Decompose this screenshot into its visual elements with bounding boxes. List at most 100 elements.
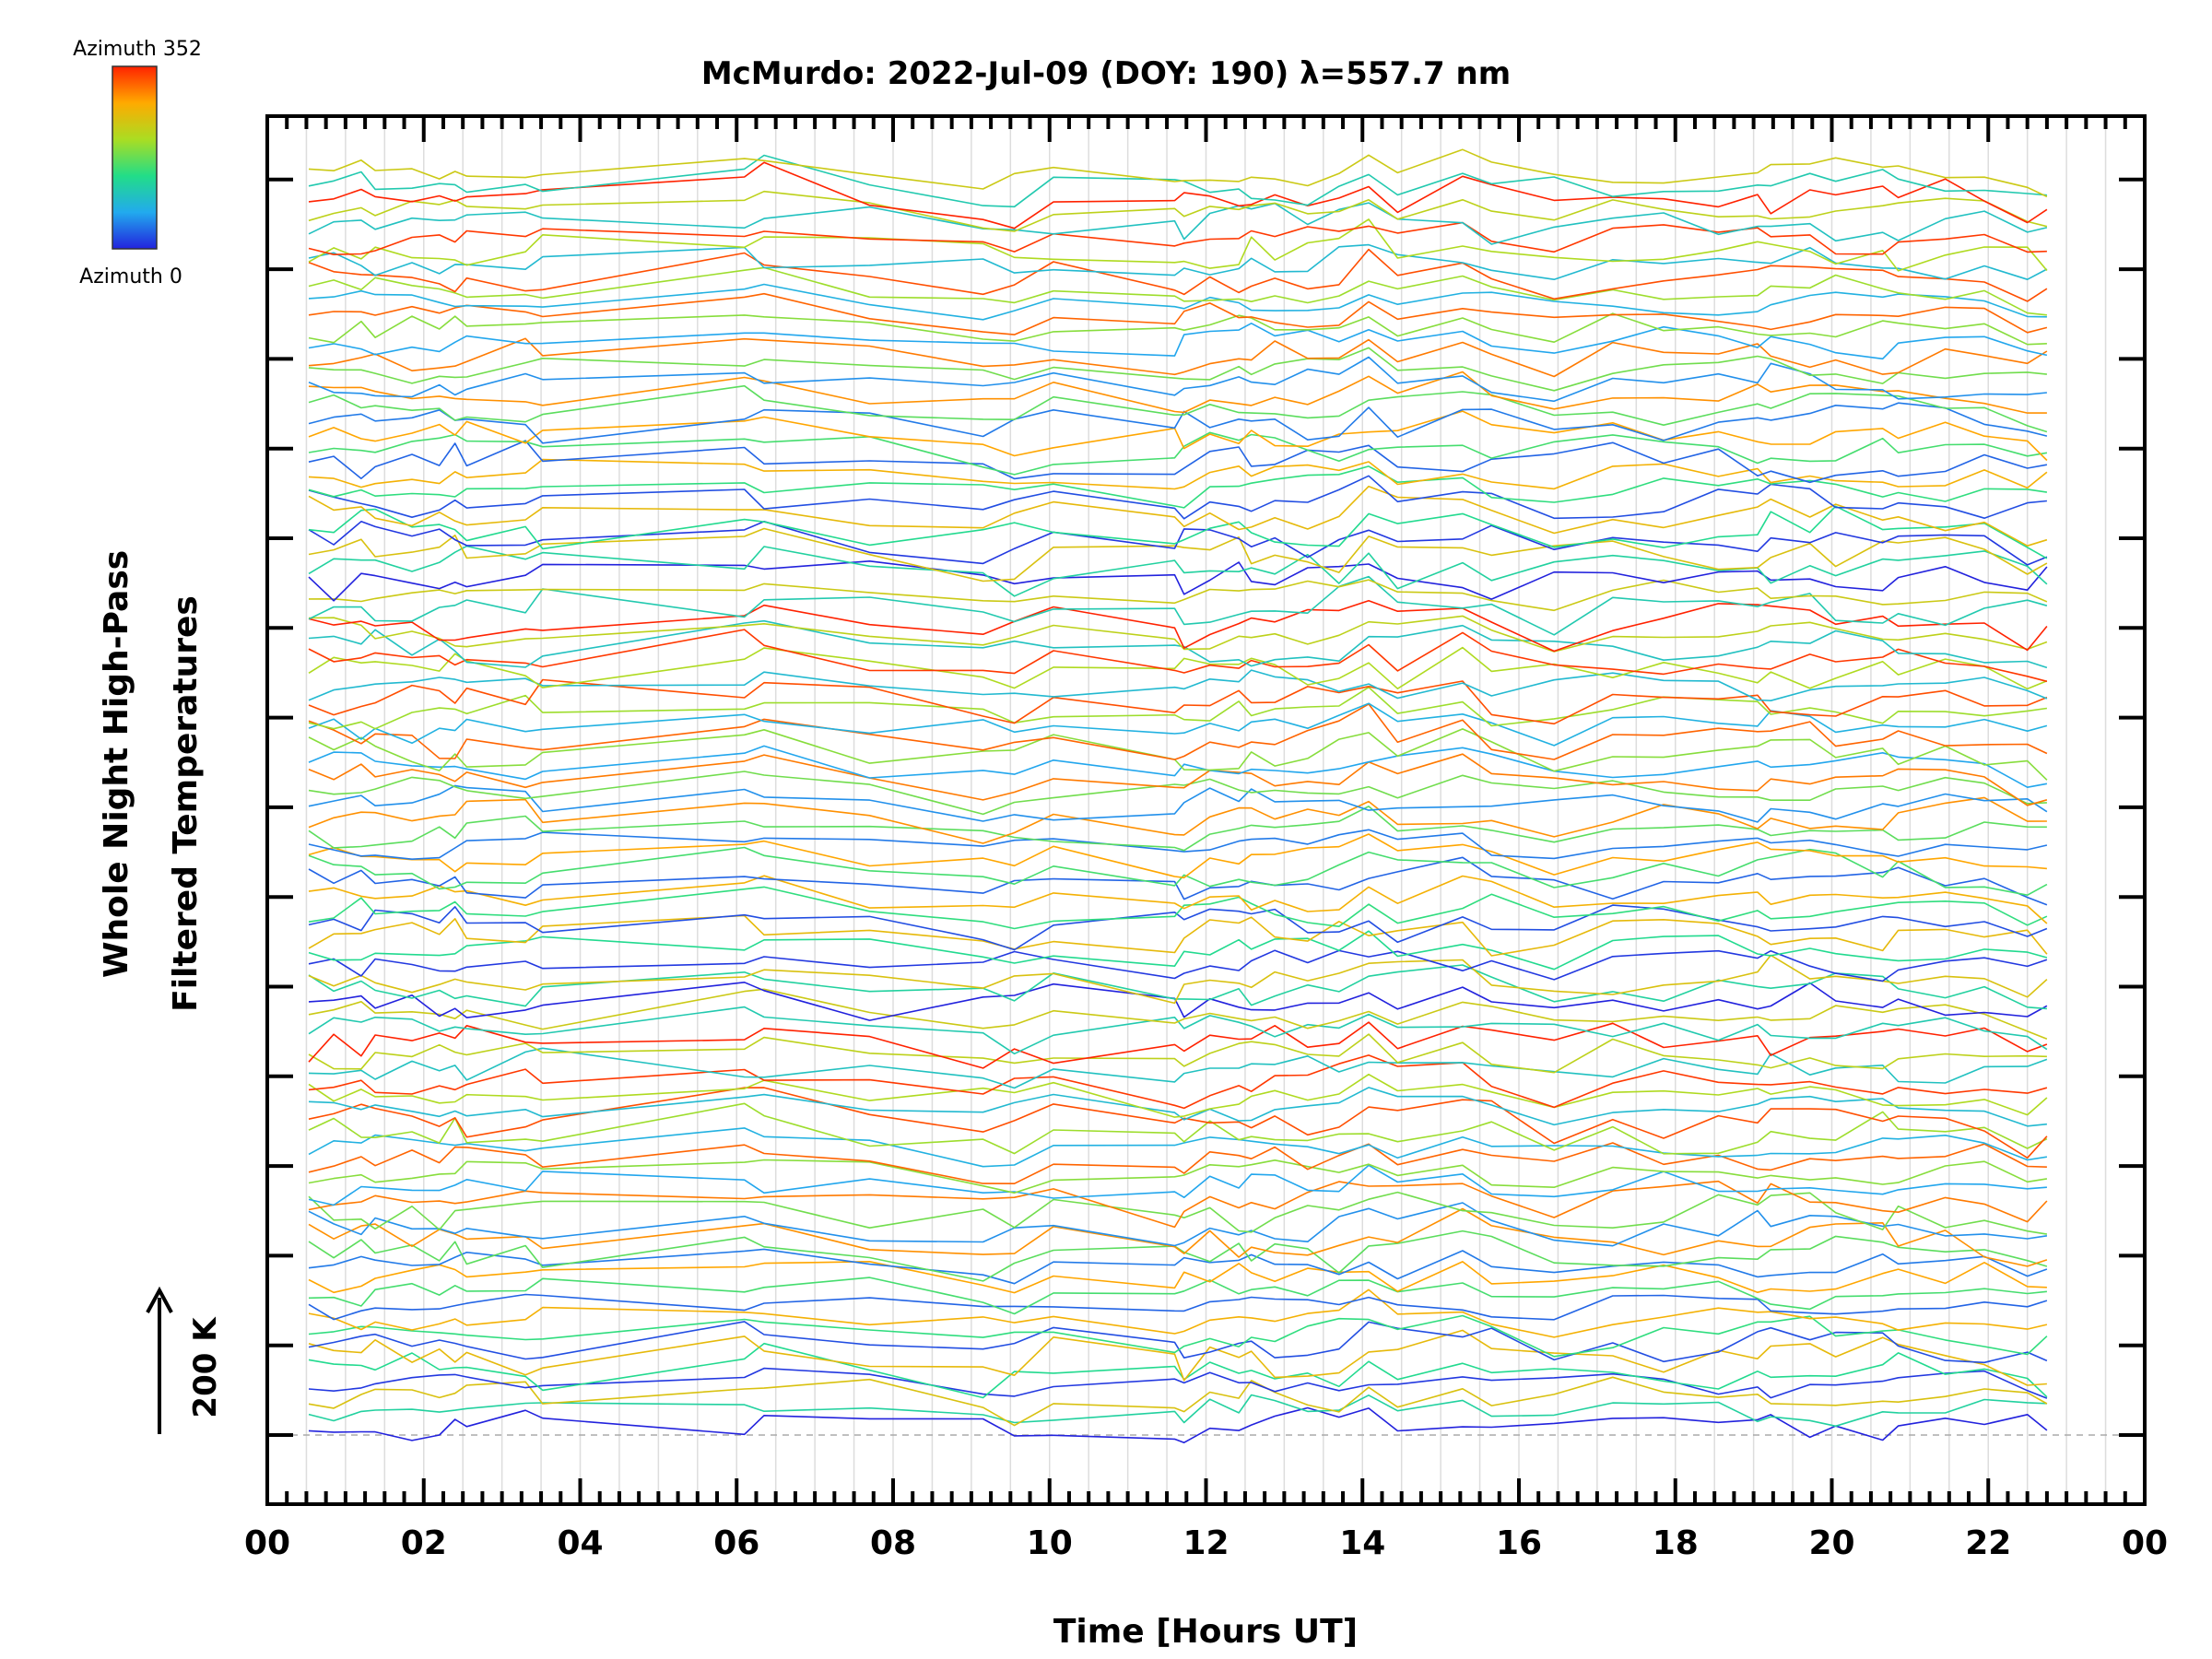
x-tick-label: 02 [401, 1524, 447, 1562]
x-tick-label: 10 [1027, 1524, 1073, 1562]
x-tick-label: 00 [244, 1524, 290, 1562]
series-line [308, 1087, 2047, 1127]
series-line [308, 410, 2048, 462]
temperature-series [308, 148, 2048, 1443]
series-line [308, 796, 2047, 844]
x-tick-label: 12 [1182, 1524, 1229, 1562]
series-line [308, 914, 2048, 957]
x-tick-label: 20 [1808, 1524, 1854, 1562]
series-line [308, 753, 2048, 806]
series-line [308, 527, 2048, 582]
series-line [308, 745, 2048, 789]
series-line [308, 218, 2048, 272]
series-line [308, 485, 2048, 547]
series-line [308, 283, 2047, 321]
series-line [308, 1047, 2048, 1089]
series-line [308, 1207, 2048, 1267]
series-line [308, 1180, 2048, 1229]
series-line [308, 599, 2048, 653]
series-line [308, 1394, 2047, 1428]
series-line [308, 1342, 2048, 1399]
colorbar [112, 65, 158, 250]
series-line [308, 784, 2048, 823]
series-line [308, 154, 2047, 208]
series-line [308, 347, 2047, 392]
series-line [308, 615, 2048, 653]
series-line [308, 1159, 2048, 1194]
series-line [308, 248, 2048, 302]
series-line [308, 202, 2048, 245]
series-line [308, 1006, 2048, 1055]
series-line [308, 806, 2047, 852]
series-line [308, 964, 2047, 1010]
series-line [308, 1406, 2048, 1443]
series-line [308, 904, 2048, 951]
series-line [308, 988, 2048, 1041]
series-line [308, 190, 2048, 232]
series-line [308, 1164, 2047, 1206]
series-line [308, 949, 2048, 982]
series-line [308, 1314, 2048, 1358]
series-line [308, 954, 2048, 1005]
series-line [308, 728, 2048, 781]
series-line [308, 619, 2048, 669]
series-line [308, 1321, 2048, 1364]
series-line [308, 1054, 2048, 1110]
series-line [308, 1277, 2047, 1315]
x-tick-label: 04 [557, 1524, 603, 1562]
series-line [308, 1248, 2048, 1285]
y-axis-label-line1: Whole Night High-Pass [98, 550, 135, 978]
series-line [308, 384, 2048, 433]
series-line [308, 1329, 2047, 1386]
series-line [308, 930, 2048, 971]
series-line [308, 579, 2048, 612]
series-line [308, 475, 2047, 520]
x-tick-label: 18 [1653, 1524, 1699, 1562]
series-line [308, 982, 2048, 1021]
series-line [308, 431, 2048, 476]
series-line [308, 505, 2048, 559]
series-line [308, 1033, 2047, 1074]
x-tick-labels: 00 02 04 06 08 10 12 14 16 18 20 22 00 [244, 1524, 2168, 1562]
series-line [308, 1142, 2047, 1184]
series-line [308, 669, 2048, 702]
series-line [308, 1261, 2047, 1294]
series-line [308, 337, 2048, 378]
chart-title: McMurdo: 2022-Jul-09 (DOY: 190) λ=557.7 … [701, 55, 1511, 92]
series-line [308, 402, 2048, 444]
series-line [308, 678, 2048, 725]
plot-frame [265, 114, 2147, 1506]
series-line [308, 1230, 2048, 1282]
series-line [308, 1367, 2048, 1399]
y-axis-label-line2: Filtered Temperatures [167, 595, 205, 1012]
series-line [308, 266, 2047, 316]
colorbar-top-label: Azimuth 352 [73, 38, 202, 61]
x-tick-label: 08 [870, 1524, 916, 1562]
series-line [308, 575, 2048, 636]
series-line [308, 371, 2047, 414]
series-line [308, 440, 2048, 484]
axis-ticks [267, 116, 2145, 1504]
x-tick-label: 16 [1496, 1524, 1542, 1562]
series-line [308, 771, 2047, 816]
colorbar-bottom-label: Azimuth 0 [79, 265, 182, 288]
x-tick-label: 00 [2122, 1524, 2168, 1562]
series-line [308, 1127, 2048, 1168]
x-tick-label: 06 [713, 1524, 759, 1562]
series-line [308, 846, 2048, 897]
series-line [308, 356, 2047, 403]
series-line [308, 1191, 2048, 1235]
series-line [308, 1288, 2048, 1338]
series-line [308, 559, 2048, 602]
series-line [308, 629, 2048, 683]
series-line [308, 545, 2048, 597]
series-line [308, 1087, 2048, 1159]
series-line [308, 312, 2047, 346]
series-line [308, 886, 2048, 930]
series-line [308, 458, 2048, 490]
series-line [308, 829, 2048, 861]
series-line [308, 221, 2047, 256]
series-line [308, 703, 2048, 760]
x-tick-label: 22 [1965, 1524, 2011, 1562]
